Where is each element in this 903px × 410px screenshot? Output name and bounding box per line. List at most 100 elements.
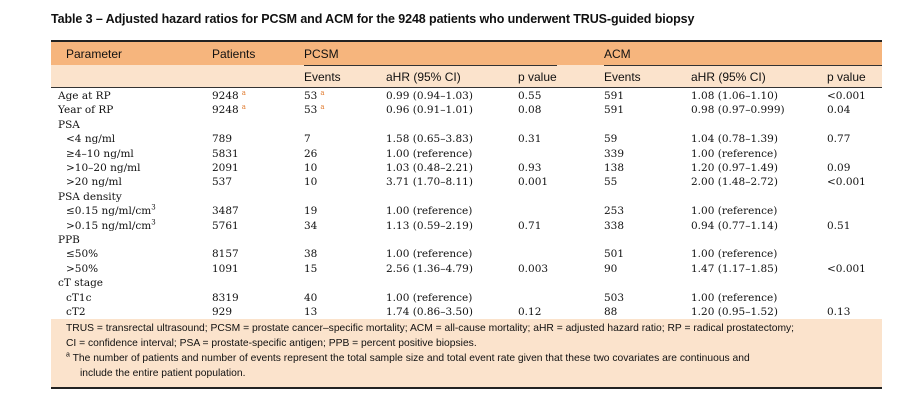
- cell-acm-events: 55: [604, 176, 617, 188]
- cell-acm-pvalue: <0.001: [827, 263, 866, 275]
- cell-pcsm-events-text: 53: [304, 104, 318, 117]
- cell-parameter-text: >0.15 ng/ml/cm: [66, 219, 152, 232]
- col-header-acm-pvalue: p value: [827, 70, 866, 84]
- cell-acm-pvalue-text: 0.09: [827, 162, 851, 174]
- cell-patients: 2091: [212, 162, 239, 174]
- cell-pcsm-pvalue-text: 0.31: [518, 133, 542, 146]
- cell-parameter-text: ≥4–10 ng/ml: [66, 147, 134, 160]
- cell-acm-events: 88: [604, 306, 617, 318]
- cell-pcsm-events: 53 a: [304, 89, 325, 102]
- cell-pcsm-ahr: 1.74 (0.86–3.50): [386, 306, 473, 318]
- cell-pcsm-ahr: 1.00 (reference): [386, 292, 472, 304]
- cell-pcsm-ahr-text: 1.03 (0.48–2.21): [386, 162, 473, 174]
- cell-pcsm-pvalue-text: 0.001: [518, 176, 549, 189]
- footnote-abbrev-1: TRUS = transrectal ultrasound; PCSM = pr…: [66, 323, 795, 334]
- cell-pcsm-ahr-text: 1.74 (0.86–3.50): [386, 306, 473, 318]
- cell-parameter-text: ≤0.15 ng/ml/cm: [66, 205, 152, 218]
- cell-acm-ahr-text: 0.94 (0.77–1.14): [691, 219, 778, 232]
- cell-patients: 8319: [212, 292, 239, 304]
- cell-acm-events-text: 138: [604, 162, 625, 174]
- cell-acm-events: 138: [604, 162, 624, 174]
- cell-pcsm-ahr-text: 0.96 (0.91–1.01): [386, 104, 473, 117]
- cell-patients-text: 9248: [212, 104, 239, 117]
- footnote-a-cont: include the entire patient population.: [80, 368, 246, 379]
- cell-patients-text: 789: [212, 133, 233, 146]
- cell-acm-ahr-text: 1.00 (reference): [691, 205, 778, 218]
- cell-pcsm-events-text: 7: [304, 133, 311, 146]
- cell-patients-superscript: a: [241, 88, 246, 97]
- cell-pcsm-ahr-text: 1.00 (reference): [386, 205, 473, 218]
- cell-pcsm-events: 53 a: [304, 103, 325, 117]
- cell-acm-ahr: 1.04 (0.78–1.39): [691, 133, 778, 145]
- cell-acm-pvalue: 0.09: [827, 162, 850, 174]
- cell-pcsm-ahr-text: 2.56 (1.36–4.79): [386, 262, 473, 275]
- cell-parameter: Age at RP: [58, 90, 111, 102]
- cell-pcsm-ahr: 0.96 (0.91–1.01): [386, 104, 473, 116]
- cell-pcsm-ahr: 1.13 (0.59–2.19): [386, 220, 473, 232]
- cell-pcsm-pvalue: 0.93: [518, 162, 541, 174]
- cell-acm-events-text: 501: [604, 248, 625, 261]
- cell-pcsm-ahr: 1.58 (0.65–3.83): [386, 133, 473, 145]
- cell-parameter: PSA density: [58, 191, 122, 203]
- cell-pcsm-events: 26: [304, 148, 317, 160]
- cell-parameter-text: >20 ng/ml: [66, 176, 122, 189]
- cell-patients-text: 2091: [212, 162, 239, 174]
- cell-acm-events: 503: [604, 292, 624, 304]
- cell-acm-events: 591: [604, 104, 624, 116]
- cell-acm-ahr: 0.94 (0.77–1.14): [691, 220, 778, 232]
- cell-pcsm-ahr: 1.03 (0.48–2.21): [386, 162, 473, 174]
- cell-acm-events-text: 591: [604, 90, 625, 102]
- cell-patients-text: 8319: [212, 291, 239, 304]
- cell-pcsm-pvalue-text: 0.71: [518, 219, 542, 232]
- cell-acm-events-text: 503: [604, 291, 625, 304]
- cell-pcsm-events: 10: [304, 176, 317, 188]
- cell-acm-events: 591: [604, 90, 624, 102]
- bottom-rule: [51, 387, 882, 389]
- cell-pcsm-events: 13: [304, 306, 317, 318]
- cell-pcsm-pvalue: 0.003: [518, 263, 548, 275]
- footnote-a-mark: a: [66, 351, 70, 359]
- cell-acm-ahr-text: 0.98 (0.97–0.999): [691, 104, 785, 117]
- cell-parameter-superscript: 3: [151, 218, 156, 227]
- cell-patients: 8157: [212, 248, 239, 260]
- cell-pcsm-events-text: 13: [304, 306, 318, 318]
- group-header-pcsm: PCSM: [304, 47, 339, 61]
- cell-patients-text: 8157: [212, 248, 239, 261]
- col-header-pcsm-events: Events: [304, 70, 341, 84]
- cell-patients-text: 929: [212, 306, 233, 318]
- cell-acm-ahr-text: 1.08 (1.06–1.10): [691, 90, 778, 102]
- cell-pcsm-events: 15: [304, 263, 317, 275]
- cell-acm-events: 90: [604, 263, 617, 275]
- cell-parameter-text: <4 ng/ml: [66, 133, 116, 146]
- top-rule: [51, 40, 882, 42]
- cell-patients: 9248 a: [212, 102, 246, 117]
- cell-parameter: Year of RP: [58, 104, 113, 116]
- cell-parameter-text: PPB: [58, 234, 80, 246]
- cell-patients-text: 5831: [212, 147, 239, 160]
- cell-acm-pvalue-text: 0.04: [827, 104, 851, 117]
- cell-acm-ahr: 0.98 (0.97–0.999): [691, 104, 785, 116]
- footnote-a: a The number of patients and number of e…: [66, 351, 750, 365]
- cell-parameter: PPB: [58, 234, 80, 246]
- cell-acm-events-text: 90: [604, 262, 618, 275]
- cell-acm-pvalue: 0.77: [827, 133, 850, 145]
- cell-patients-text: 9248: [212, 90, 239, 102]
- cell-pcsm-ahr-text: 1.58 (0.65–3.83): [386, 133, 473, 146]
- col-header-acm-events: Events: [604, 70, 641, 84]
- cell-acm-pvalue-text: <0.001: [827, 176, 866, 189]
- cell-pcsm-ahr: 3.71 (1.70–8.11): [386, 176, 473, 188]
- cell-patients: 3487: [212, 205, 239, 217]
- cell-acm-pvalue-text: 0.13: [827, 306, 851, 318]
- cell-pcsm-ahr-text: 3.71 (1.70–8.11): [386, 176, 473, 189]
- cell-parameter: >0.15 ng/ml/cm3: [66, 218, 156, 232]
- cell-acm-ahr: 1.20 (0.97–1.49): [691, 162, 778, 174]
- cell-patients-superscript: a: [241, 102, 246, 111]
- cell-acm-pvalue: 0.04: [827, 104, 850, 116]
- cell-parameter: <4 ng/ml: [66, 133, 115, 145]
- cell-pcsm-ahr-text: 1.00 (reference): [386, 291, 473, 304]
- cell-acm-ahr-text: 1.47 (1.17–1.85): [691, 262, 778, 275]
- cell-parameter: cT stage: [58, 277, 103, 289]
- cell-pcsm-events: 34: [304, 220, 317, 232]
- cell-pcsm-ahr: 1.00 (reference): [386, 148, 472, 160]
- cell-pcsm-ahr: 1.00 (reference): [386, 205, 472, 217]
